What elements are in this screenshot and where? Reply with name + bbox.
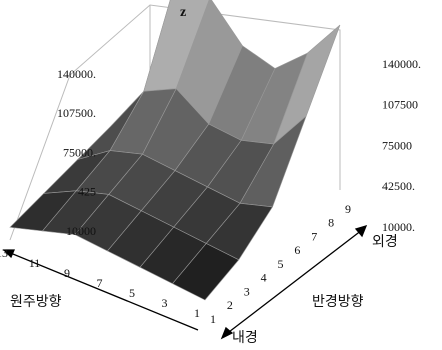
arrow-head (2, 249, 15, 259)
z-title: z (180, 5, 186, 20)
x-tick-label: 5 (129, 286, 135, 300)
z-tick-label: 75000. (63, 145, 96, 159)
x-tick-label: 11 (29, 256, 41, 270)
y-tick-label: 5 (278, 257, 284, 271)
y-axis-label: 반경방향 (312, 294, 364, 310)
axes (2, 224, 368, 340)
z2-tick-label: 140000. (382, 57, 421, 71)
y-tick-label: 1 (210, 312, 216, 326)
x-tick-label: 13 (0, 246, 8, 260)
z-tick-label: 425 (78, 185, 96, 199)
y-tick-label: 4 (261, 271, 267, 285)
surface-cell (172, 243, 240, 301)
y-tick-label: 3 (244, 284, 250, 298)
y-tick-label: 2 (227, 298, 233, 312)
y-axis-arrow (224, 229, 363, 336)
z2-tick-label: 75000 (382, 138, 412, 152)
arrow-head (220, 326, 234, 340)
arrow-head (354, 224, 368, 238)
z-tick-label: 140000. (57, 67, 96, 81)
x-axis-arrow (7, 251, 199, 331)
x-tick-label: 7 (97, 276, 103, 290)
x-tick-label: 1 (194, 306, 200, 320)
z2-tick-label: 10000. (382, 220, 415, 234)
y-start-label: 내경 (232, 330, 258, 346)
y-tick-label: 7 (311, 229, 317, 243)
z-tick-label: 10000 (66, 224, 96, 238)
x-axis-label: 원주방향 (10, 294, 62, 310)
z-tick-label: 107500. (57, 106, 96, 120)
x-tick-label: 3 (162, 296, 168, 310)
y-tick-label: 9 (345, 202, 351, 216)
y-end-label: 외경 (372, 234, 398, 250)
y-tick-label: 8 (328, 216, 334, 230)
y-tick-label: 6 (294, 243, 300, 257)
z2-tick-label: 42500. (382, 179, 415, 193)
z2-tick-label: 107500 (382, 98, 418, 112)
x-tick-label: 9 (64, 266, 70, 280)
surface (9, 0, 341, 301)
